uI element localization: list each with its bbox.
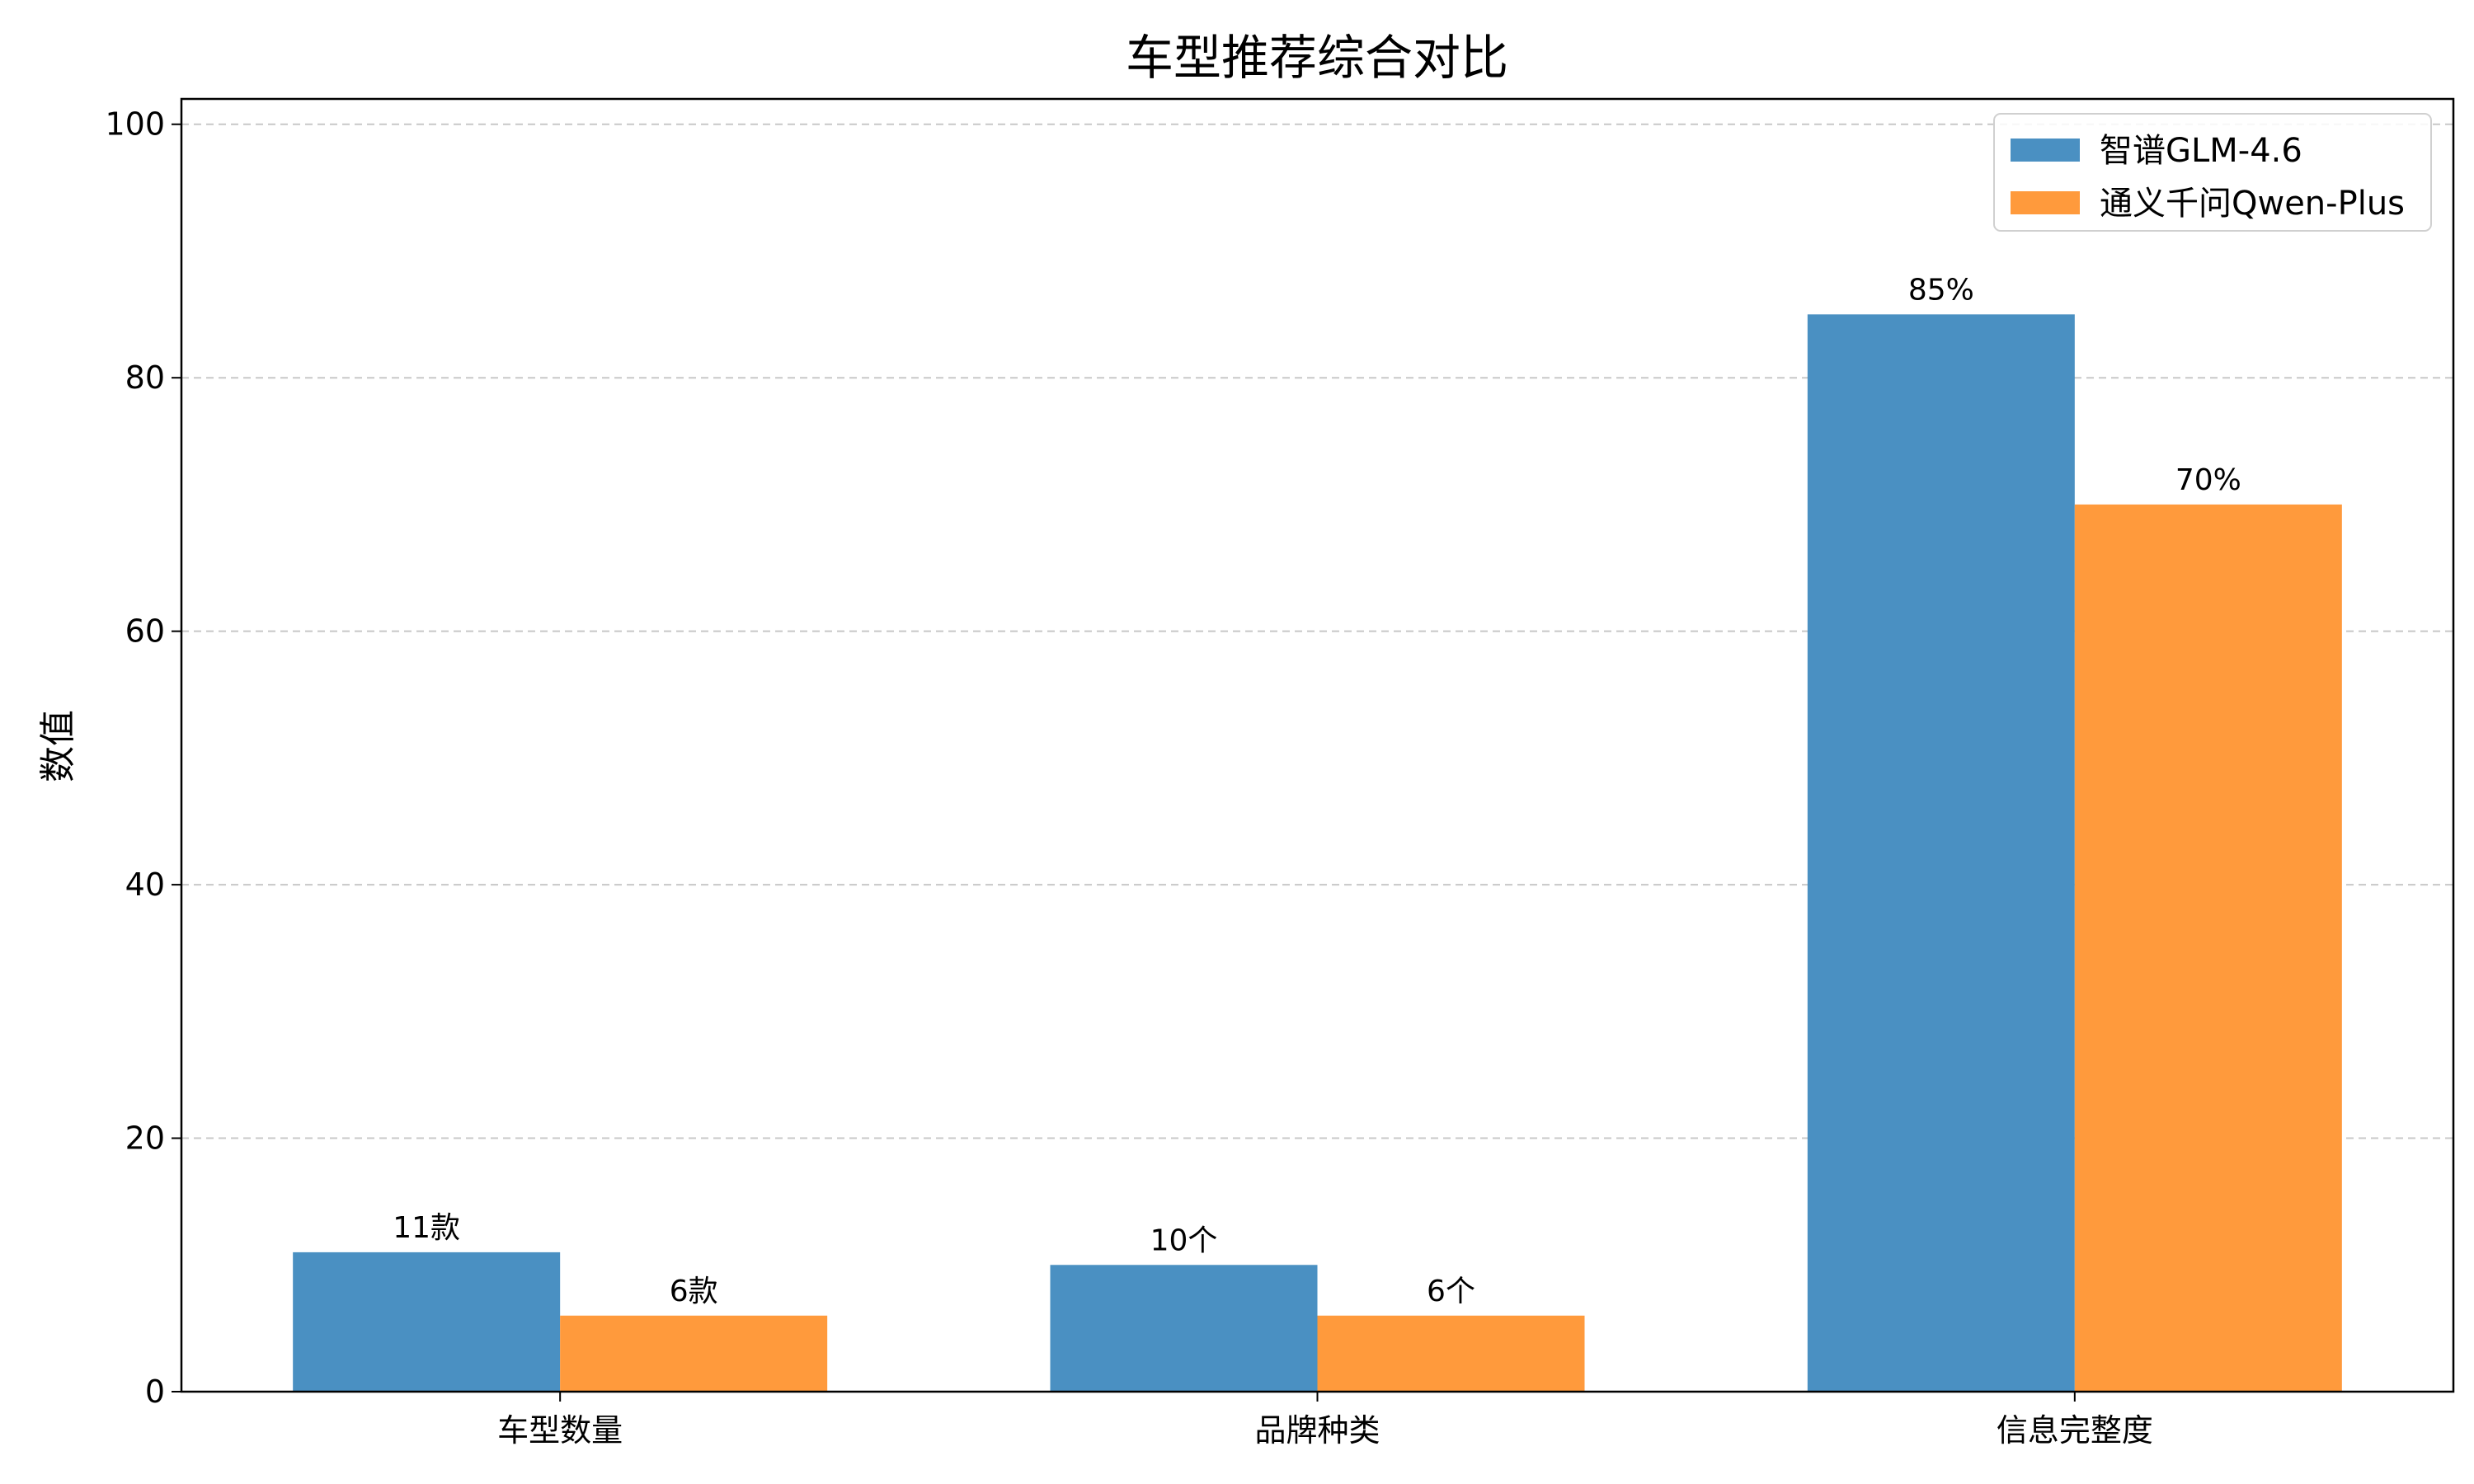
x-tick-label: 信息完整度	[1997, 1412, 2153, 1449]
legend-swatch	[2011, 191, 2080, 214]
y-tick-label: 60	[125, 613, 165, 650]
bar-qwen-2	[2074, 504, 2342, 1392]
bar-value-label: 6款	[670, 1275, 718, 1308]
bar-value-label: 10个	[1150, 1223, 1218, 1257]
plot-area-frame	[180, 97, 2455, 1393]
legend-label: 智谱GLM-4.6	[2100, 132, 2302, 170]
x-axis-ticks: 车型数量 品牌种类 信息完整度	[497, 1392, 2153, 1449]
bar-labels: 11款 10个 85% 6款 6个 70%	[393, 273, 2241, 1308]
bar-value-label: 85%	[1908, 273, 1974, 307]
x-tick-label: 车型数量	[497, 1412, 623, 1449]
legend: 智谱GLM-4.6 通义千问Qwen-Plus	[1993, 113, 2432, 232]
y-axis-label: 数值	[37, 710, 79, 782]
y-tick-label: 100	[105, 106, 165, 143]
bar-glm-2	[1807, 314, 2075, 1392]
y-tick-label: 20	[125, 1120, 165, 1157]
bar-glm-0	[293, 1252, 561, 1392]
y-tick-label: 80	[125, 359, 165, 396]
y-tick-label: 40	[125, 866, 165, 903]
bar-value-label: 70%	[2175, 463, 2241, 497]
chart-title: 车型推荐综合对比	[1126, 30, 1508, 86]
legend-box	[1993, 113, 2432, 232]
y-axis-ticks: 0 20 40 60 80 100	[105, 106, 181, 1410]
bars	[293, 314, 2342, 1392]
bar-qwen-1	[1317, 1315, 1585, 1392]
y-tick-label: 0	[145, 1374, 165, 1410]
bar-glm-1	[1050, 1265, 1318, 1392]
bar-value-label: 11款	[393, 1211, 460, 1245]
bar-value-label: 6个	[1427, 1275, 1475, 1308]
legend-swatch	[2011, 139, 2080, 162]
x-tick-label: 品牌种类	[1254, 1412, 1380, 1449]
bar-qwen-0	[560, 1315, 828, 1392]
legend-label: 通义千问Qwen-Plus	[2100, 185, 2405, 223]
